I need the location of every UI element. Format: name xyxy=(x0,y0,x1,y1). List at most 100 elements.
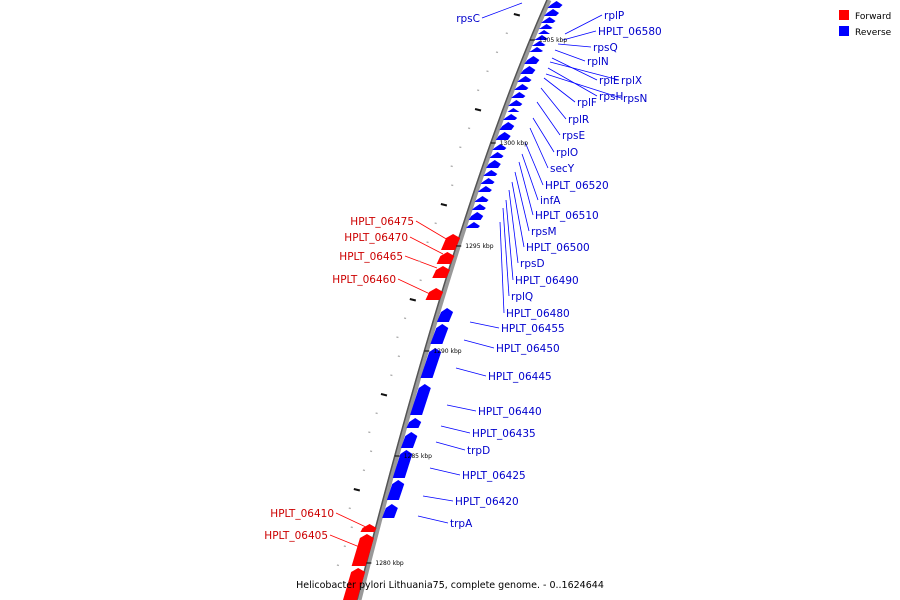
minor-tick-mark xyxy=(450,165,453,168)
minor-tick-mark xyxy=(403,317,407,320)
reverse-gene-leader xyxy=(562,30,597,41)
label-leaders xyxy=(329,2,622,549)
reverse-gene-leader xyxy=(540,87,567,120)
reverse-gene-leader xyxy=(455,367,487,377)
minor-tick-mark xyxy=(451,184,454,187)
reverse-gene-leader xyxy=(532,117,555,153)
scale-tick-label: 1295 kbp xyxy=(465,243,493,250)
reverse-gene-block xyxy=(529,51,544,52)
reverse-gene-label: rplR xyxy=(568,114,589,126)
reverse-gene-leader xyxy=(511,181,525,248)
reverse-gene-label: HPLT_06455 xyxy=(501,323,565,335)
reverse-gene-block xyxy=(477,190,492,192)
reverse-gene-label: rplE xyxy=(599,75,620,87)
reverse-gene-leader xyxy=(545,73,622,99)
scale-tick-label: 1300 kbp xyxy=(500,140,528,147)
reverse-gene-block xyxy=(508,104,523,106)
reverse-gene-label: rplF xyxy=(577,97,597,109)
forward-gene-block xyxy=(351,538,374,566)
reverse-gene-leader xyxy=(502,207,510,297)
forward-gene-label: HPLT_06460 xyxy=(332,274,396,286)
reverse-gene-arrowhead xyxy=(491,152,504,156)
reverse-gene-block xyxy=(420,352,442,378)
minor-tick-mark xyxy=(397,355,401,358)
reverse-gene-arrowhead xyxy=(476,196,489,200)
reverse-gene-label: rpsE xyxy=(562,130,585,142)
reverse-gene-arrowhead xyxy=(429,348,442,352)
legend-forward-label: Forward xyxy=(855,12,891,22)
legend-reverse-label: Reverse xyxy=(855,28,892,38)
reverse-gene-leader xyxy=(429,467,461,476)
legend: Forward Reverse xyxy=(839,10,892,38)
legend-forward-swatch xyxy=(839,10,849,20)
forward-gene-block xyxy=(432,270,450,278)
forward-gene-label: HPLT_06475 xyxy=(350,216,414,228)
reverse-gene-label: HPLT_06510 xyxy=(535,210,599,222)
reverse-gene-block xyxy=(406,422,422,428)
reverse-gene-block xyxy=(541,21,556,23)
reverse-gene-label: secY xyxy=(550,163,575,175)
reverse-gene-block xyxy=(524,60,540,64)
scale-tick-label: 1305 kbp xyxy=(539,37,567,44)
reverse-gene-leader xyxy=(514,171,530,232)
reverse-gene-block xyxy=(430,328,449,344)
genome-caption: Helicobacter pylori Lithuania75, complet… xyxy=(296,580,604,591)
minor-tick-mark xyxy=(418,260,421,263)
reverse-gene-arrowhead xyxy=(547,9,560,13)
scale-tick-label: 1290 kbp xyxy=(433,348,461,355)
reverse-gene-block xyxy=(400,436,418,448)
minor-tick-mark xyxy=(419,279,422,282)
reverse-gene-leader xyxy=(499,221,505,314)
reverse-gene-arrowhead xyxy=(543,17,556,21)
reverse-gene-label: HPLT_06580 xyxy=(598,26,662,38)
forward-gene-leader xyxy=(415,220,449,241)
reverse-gene-label: HPLT_06480 xyxy=(506,308,570,320)
reverse-gene-label: HPLT_06490 xyxy=(515,275,579,287)
reverse-gene-arrowhead xyxy=(540,24,553,28)
reverse-gene-label: HPLT_06420 xyxy=(455,496,519,508)
minor-tick-mark xyxy=(375,412,378,415)
forward-gene-leader xyxy=(335,512,369,529)
minor-tick-mark xyxy=(396,336,399,339)
reverse-gene-label: rplO xyxy=(556,147,578,159)
minor-tick-mark xyxy=(476,89,480,92)
reverse-gene-leader xyxy=(422,495,454,502)
reverse-gene-block xyxy=(492,148,507,150)
reverse-gene-leader xyxy=(481,2,523,19)
reverse-gene-label: HPLT_06500 xyxy=(526,242,590,254)
reverse-gene-leader xyxy=(554,49,586,62)
minor-tick-mark xyxy=(336,564,340,567)
minor-tick-mark xyxy=(495,51,499,54)
reverse-gene-arrowhead xyxy=(519,76,532,80)
forward-gene-block xyxy=(436,256,455,264)
forward-gene-arrowhead xyxy=(429,288,444,292)
forward-gene-arrowhead xyxy=(435,266,450,270)
reverse-gene-arrowhead xyxy=(441,308,454,312)
reverse-gene-arrowhead xyxy=(533,41,546,45)
reverse-gene-block xyxy=(511,96,526,98)
forward-gene-label: HPLT_06410 xyxy=(270,508,334,520)
reverse-gene-label: rpsC xyxy=(456,13,480,25)
minor-tick-mark xyxy=(368,431,371,434)
scale-tick-label: 1280 kbp xyxy=(375,560,403,567)
reverse-gene-leader xyxy=(536,101,561,136)
reverse-gene-label: HPLT_06425 xyxy=(462,470,526,482)
reverse-gene-arrowhead xyxy=(436,324,449,328)
reverse-gene-block xyxy=(543,13,560,16)
reverse-gene-block xyxy=(471,208,486,210)
reverse-gene-block xyxy=(410,388,431,415)
scale-ticks: 1305 kbp 1300 kbp 1295 kbp 1290 kbp 1285 kbp… xyxy=(366,37,567,567)
reverse-gene-arrowhead xyxy=(498,132,511,136)
reverse-gene-block xyxy=(495,136,511,140)
reverse-gene-arrowhead xyxy=(392,480,405,484)
reverse-gene-label: rpsQ xyxy=(593,42,618,54)
reverse-gene-block xyxy=(386,484,405,500)
reverse-gene-block xyxy=(517,80,532,82)
minor-tick-mark xyxy=(459,146,462,149)
reverse-gene-arrowhead xyxy=(405,432,418,436)
reverse-gene-arrowhead xyxy=(502,122,515,126)
reverse-gene-arrowhead xyxy=(505,114,518,118)
forward-gene-block xyxy=(441,238,461,250)
reverse-gene-leader xyxy=(508,189,519,264)
reverse-gene-block xyxy=(538,28,553,29)
